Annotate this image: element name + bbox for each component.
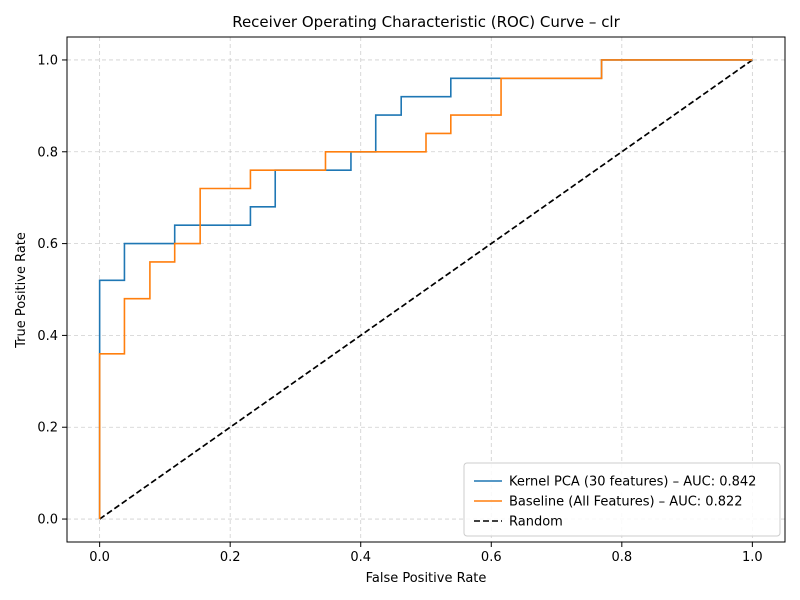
y-tick-label: 0.4 xyxy=(37,329,58,344)
x-tick-label: 0.0 xyxy=(89,550,110,565)
plot-frame xyxy=(66,36,786,543)
y-tick-label: 0.2 xyxy=(37,421,58,436)
axis-ticks: 0.0 0.2 0.4 0.6 0.8 1.0 0.0 0.2 0.4 0.6 0.8 1.0 xyxy=(37,53,762,565)
y-tick-label: 0.6 xyxy=(37,237,58,252)
series-layer xyxy=(98,59,753,520)
x-tick-label: 1.0 xyxy=(742,550,763,565)
series-line-2 xyxy=(99,59,753,520)
y-tick-label: 0.8 xyxy=(37,145,58,160)
x-tick-label: 0.4 xyxy=(350,550,371,565)
legend-label: Random xyxy=(509,515,563,530)
x-tick-label: 0.8 xyxy=(611,550,632,565)
legend-label: Kernel PCA (30 features) – AUC: 0.842 xyxy=(509,475,756,490)
series-line-1 xyxy=(98,59,753,520)
legend-box xyxy=(463,462,781,537)
legend: Kernel PCA (30 features) – AUC: 0.842 Bas… xyxy=(463,462,781,537)
series-line-0 xyxy=(98,59,753,520)
legend-label: Baseline (All Features) – AUC: 0.822 xyxy=(509,495,743,510)
x-axis-label: False Positive Rate xyxy=(366,571,487,586)
x-tick-label: 0.2 xyxy=(220,550,241,565)
chart-title: Receiver Operating Characteristic (ROC) … xyxy=(232,13,620,31)
x-tick-label: 0.6 xyxy=(481,550,502,565)
y-tick-label: 1.0 xyxy=(37,53,58,68)
y-axis-label: True Positive Rate xyxy=(14,232,29,349)
y-tick-label: 0.0 xyxy=(37,513,58,528)
